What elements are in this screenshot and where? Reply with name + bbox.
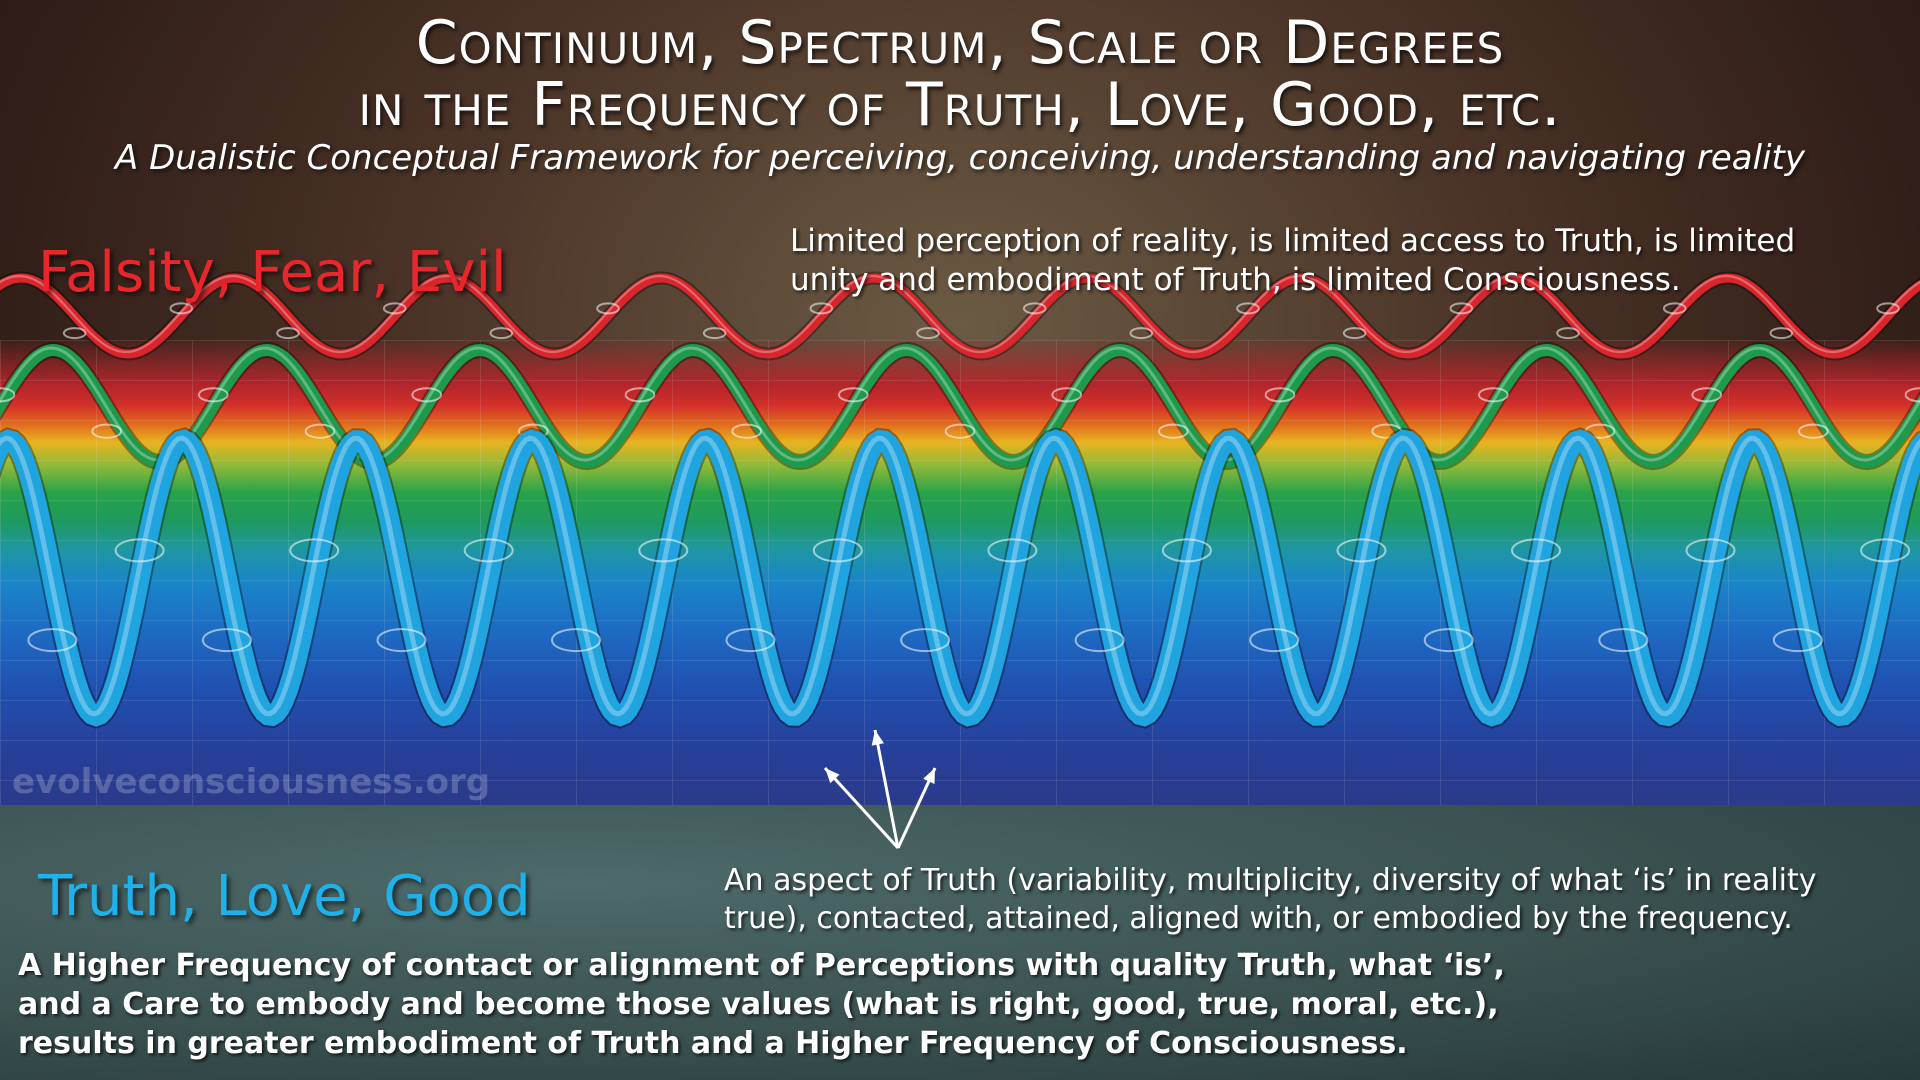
description-line: A Higher Frequency of contact or alignme… xyxy=(18,948,1505,983)
description-line: results in greater embodiment of Truth a… xyxy=(18,1026,1408,1061)
label-truth-love-good: Truth, Love, Good xyxy=(38,864,531,929)
wave-ring-marker xyxy=(1598,628,1649,653)
description-line: and a Care to embody and become those va… xyxy=(18,987,1499,1022)
wave-ring-marker xyxy=(1129,327,1154,340)
wave-ring-marker xyxy=(463,538,514,563)
wave-ring-marker xyxy=(489,327,514,340)
wave-ring-marker xyxy=(944,423,976,439)
wave-ring-marker xyxy=(1797,423,1829,439)
low-frequency-wave xyxy=(0,273,1920,359)
description-line: Limited perception of reality, is limite… xyxy=(790,223,1796,259)
description-limited-perception: Limited perception of reality, is limite… xyxy=(790,222,1900,300)
wave-ring-marker xyxy=(1860,538,1911,563)
description-higher-frequency: A Higher Frequency of contact or alignme… xyxy=(18,946,1918,1063)
wave-ring-marker xyxy=(812,538,863,563)
subtitle: A Dualistic Conceptual Framework for per… xyxy=(115,138,1805,178)
wave-ring-marker xyxy=(731,423,763,439)
wave-ring-marker xyxy=(1772,628,1823,653)
wave-ring-marker xyxy=(837,387,869,403)
wave-ring-marker xyxy=(1876,302,1900,315)
wave-ring-marker xyxy=(702,327,727,340)
wave-ring-marker xyxy=(1423,628,1474,653)
high-frequency-wave xyxy=(0,429,1920,727)
wave-ring-marker xyxy=(624,387,656,403)
wave-ring-marker xyxy=(1511,538,1561,563)
wave-ring-marker xyxy=(551,628,601,653)
description-line: An aspect of Truth (variability, multipl… xyxy=(724,863,1817,898)
mid-frequency-wave-highlight xyxy=(0,346,1920,462)
wave-ring-marker xyxy=(1477,387,1509,403)
wave-ring-marker xyxy=(1074,628,1125,653)
title-line-1: Continuum, Spectrum, Scale or Degrees xyxy=(415,8,1505,78)
pointer-arrowhead xyxy=(923,768,935,784)
lower-background xyxy=(0,800,1920,1080)
wave-ring-marker xyxy=(91,423,123,439)
wave-ring-marker xyxy=(1051,387,1083,403)
wave-ring-marker xyxy=(638,538,689,563)
wave-ring-marker xyxy=(596,302,620,315)
pointer-arrow xyxy=(873,729,900,849)
wave-ring-marker xyxy=(1691,387,1723,403)
description-line: true), contacted, attained, aligned with… xyxy=(724,901,1793,936)
wave-ring-marker xyxy=(1264,387,1296,403)
wave-ring-marker xyxy=(289,538,340,563)
wave-ring-marker xyxy=(1449,302,1474,315)
watermark: evolveconsciousness.org xyxy=(12,762,491,802)
wave-ring-marker xyxy=(276,327,300,340)
low-frequency-wave-highlight xyxy=(0,274,1920,354)
wave-ring-marker xyxy=(1662,302,1687,315)
description-aspect-of-truth: An aspect of Truth (variability, multipl… xyxy=(724,862,1904,938)
wave-ring-marker xyxy=(382,302,407,315)
wave-ring-marker xyxy=(411,387,443,403)
wave-ring-marker xyxy=(1249,628,1300,653)
wave-ring-marker xyxy=(1236,302,1260,315)
title-line-2: in the Frequency of Truth, Love, Good, e… xyxy=(358,70,1562,140)
pointer-arrowhead xyxy=(825,768,840,784)
wave-ring-marker xyxy=(304,423,336,439)
wave-ring-marker xyxy=(1685,538,1736,563)
wave-ring-marker xyxy=(27,628,78,653)
wave-ring-marker xyxy=(1584,423,1616,439)
wave-ring-marker xyxy=(1342,327,1367,340)
wave-ring-marker xyxy=(62,327,87,340)
wave-ring-marker xyxy=(0,387,16,403)
wave-ring-marker xyxy=(809,302,834,315)
high-frequency-wave-highlight xyxy=(0,435,1920,717)
wave-ring-marker xyxy=(376,628,427,653)
pointer-arrow xyxy=(823,766,900,850)
wave-ring-marker xyxy=(1022,302,1047,315)
wave-ring-marker xyxy=(916,327,940,340)
description-line: unity and embodiment of Truth, is limite… xyxy=(790,262,1681,298)
wave-ring-marker xyxy=(1336,538,1387,563)
wave-ring-marker xyxy=(201,628,252,653)
wave-ring-marker xyxy=(725,628,776,653)
wave-ring-marker xyxy=(197,387,229,403)
wave-ring-marker xyxy=(1161,538,1212,563)
wave-ring-marker xyxy=(1769,327,1794,340)
wave-ring-marker xyxy=(987,538,1038,563)
pointer-arrowhead xyxy=(871,730,884,746)
wave-ring-marker xyxy=(900,628,951,653)
wave-ring-marker xyxy=(1556,327,1580,340)
label-falsity-fear-evil: Falsity, Fear, Evil xyxy=(38,240,507,305)
wave-ring-marker xyxy=(114,538,165,563)
wave-ring-marker xyxy=(169,302,194,315)
wave-ring-marker xyxy=(1157,423,1189,439)
